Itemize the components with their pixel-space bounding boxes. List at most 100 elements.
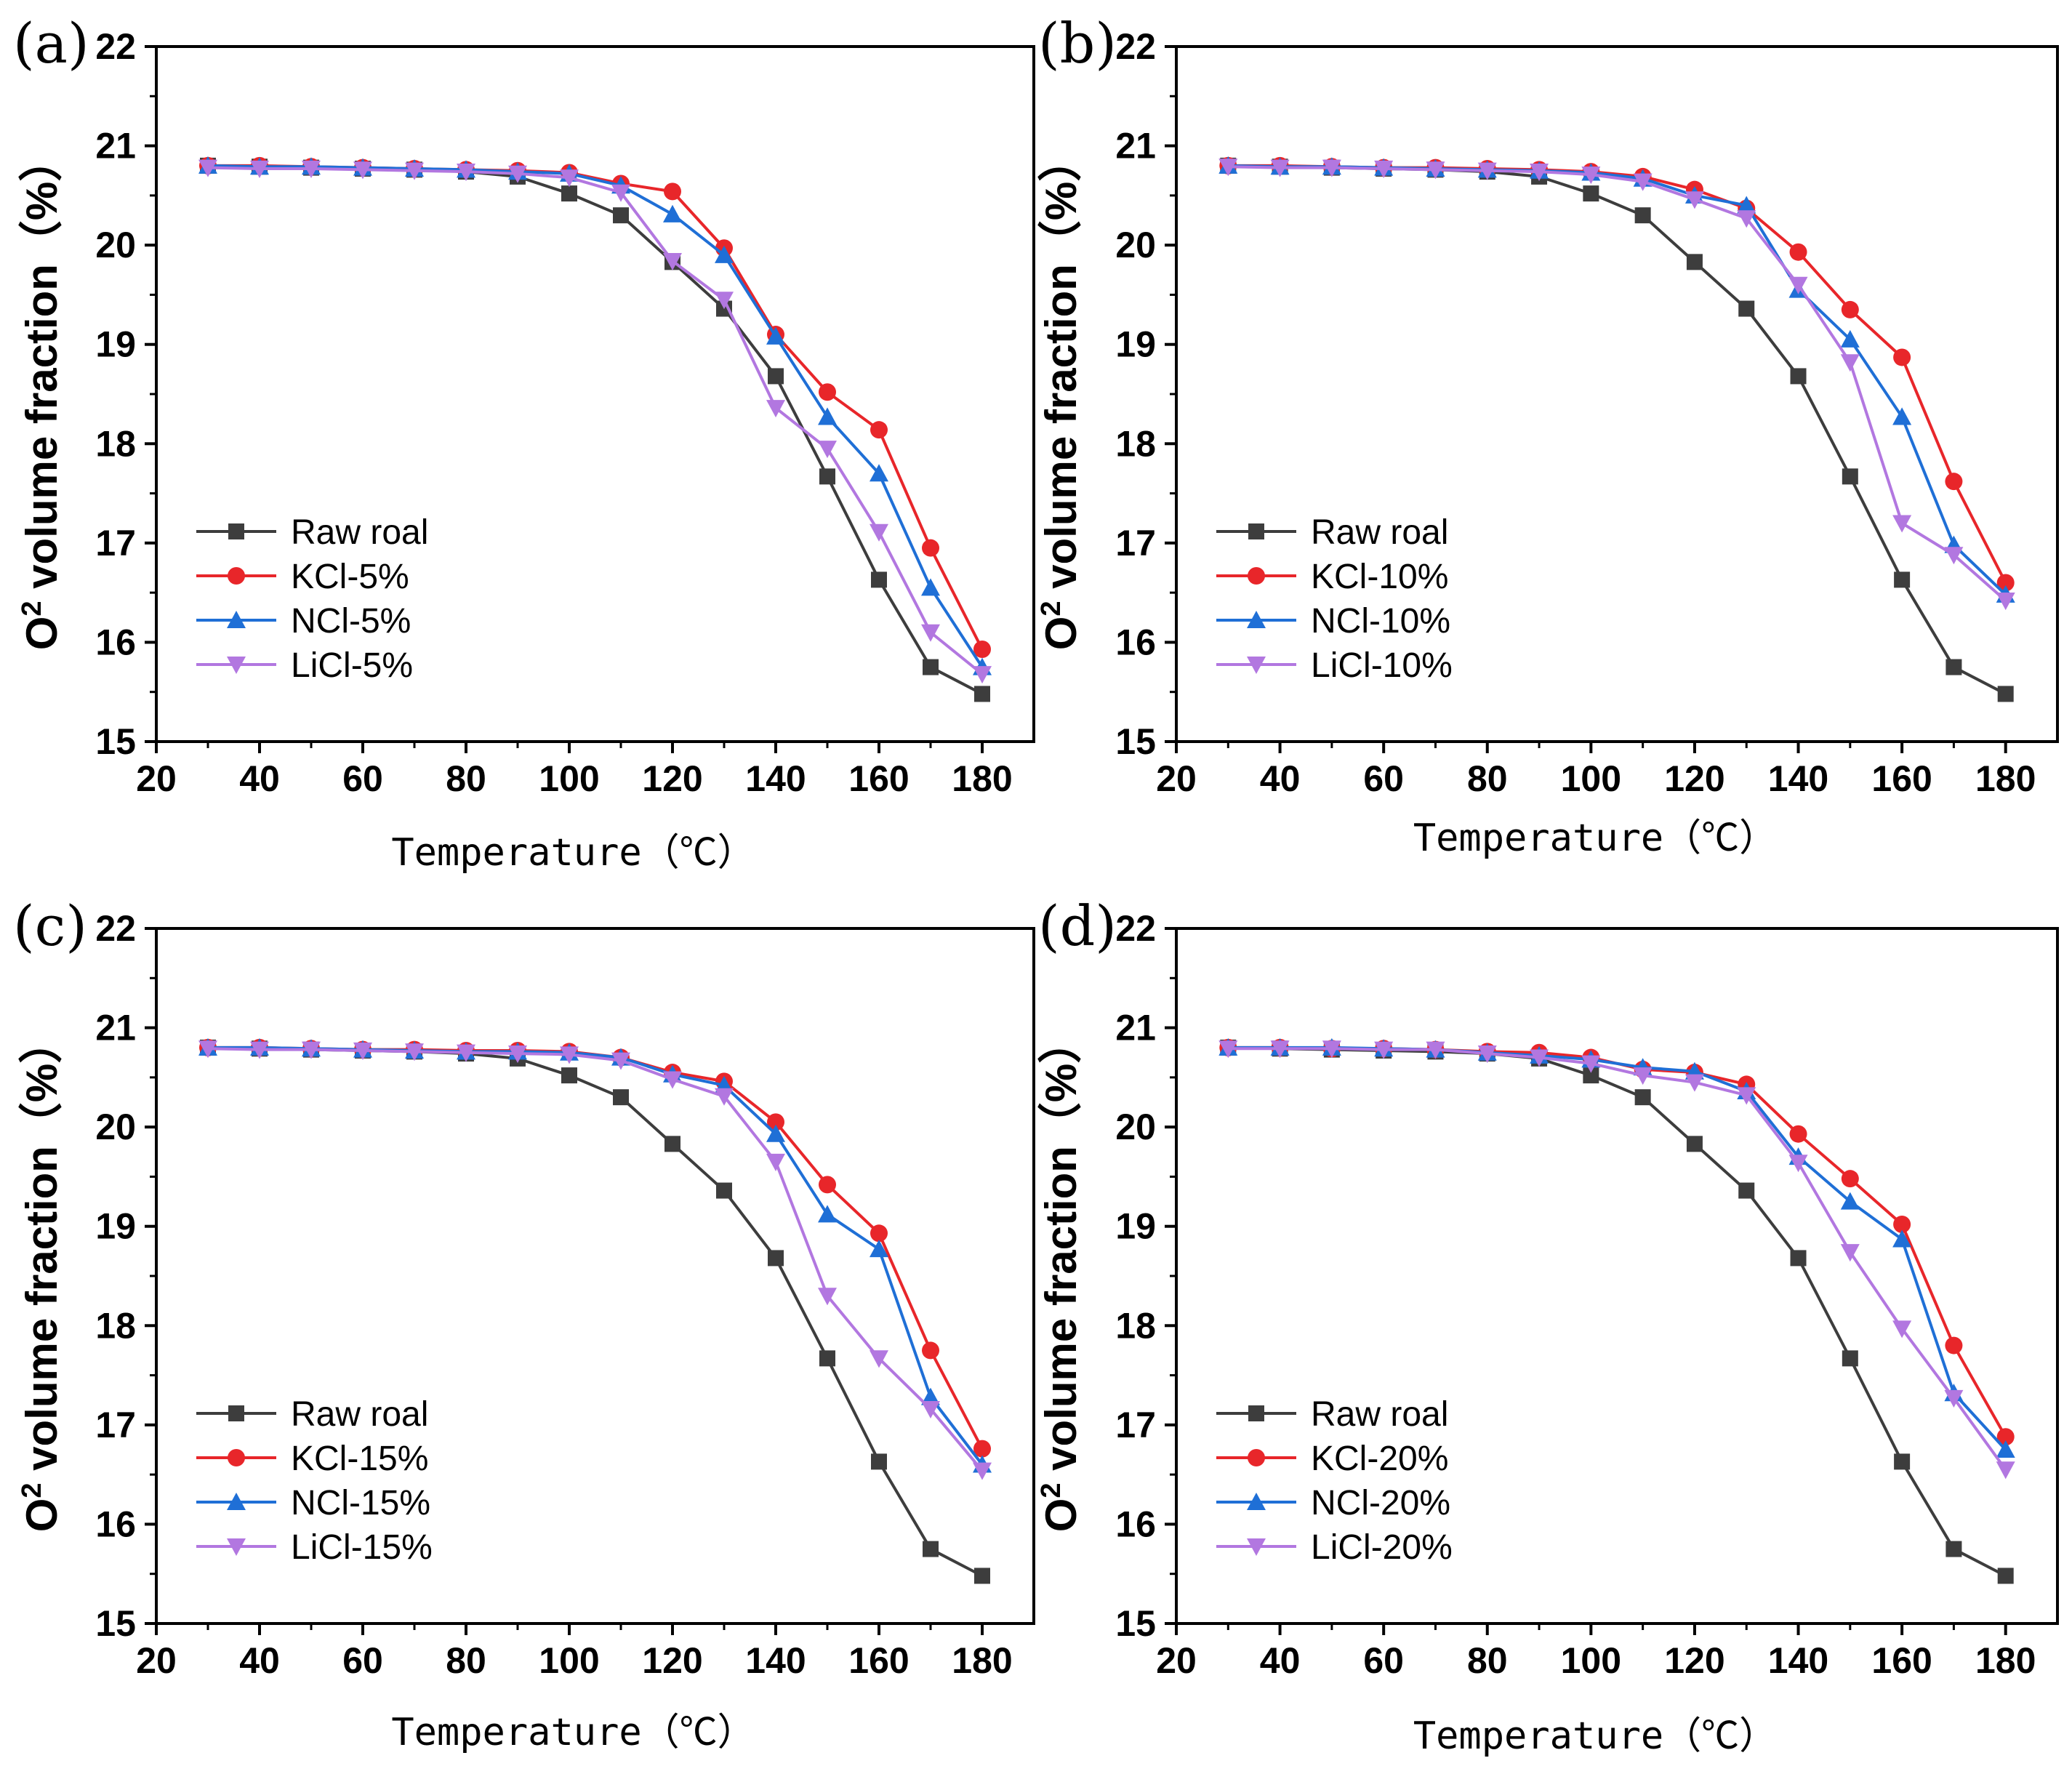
y-tick-label: 17	[1115, 523, 1156, 563]
legend-marker	[1247, 1538, 1266, 1556]
legend-label: KCl-20%	[1311, 1440, 1448, 1478]
series-line	[207, 1047, 984, 1472]
legend-entry: Raw roal	[1216, 513, 1448, 552]
data-point	[508, 165, 527, 183]
data-point	[1840, 354, 1860, 372]
y-axis-title-main: O	[1037, 1498, 1085, 1533]
data-point	[1737, 210, 1756, 228]
y-tick-label: 15	[95, 721, 136, 762]
legend-marker	[227, 1538, 246, 1556]
legend-marker	[228, 567, 245, 585]
data-point	[1684, 1074, 1704, 1092]
data-point	[1996, 1440, 2015, 1458]
y-tick-label: 20	[1115, 1107, 1156, 1147]
x-tick-label: 40	[239, 1640, 280, 1681]
series-line	[1228, 1045, 2007, 1451]
y-tick-label: 19	[95, 324, 136, 365]
y-tick-label: 21	[95, 126, 136, 166]
x-tick-label: 140	[745, 1640, 806, 1681]
y-tick-label: 15	[1115, 721, 1156, 762]
data-point	[457, 1044, 475, 1062]
legend-entry: KCl-15%	[196, 1440, 428, 1478]
data-point	[870, 464, 888, 482]
legend-label: Raw roal	[291, 1395, 428, 1434]
data-point	[1426, 161, 1445, 180]
legend-entry: Raw roal	[196, 513, 428, 552]
x-tick-label: 120	[1664, 1640, 1724, 1681]
data-point	[405, 1043, 424, 1061]
data-point	[715, 292, 734, 310]
y-tick-label: 18	[95, 1305, 136, 1346]
data-point	[766, 1153, 785, 1171]
legend-entry: LiCl-20%	[1216, 1528, 1453, 1567]
x-axis-title: Temperature（℃）	[1413, 1714, 1777, 1758]
data-point	[560, 169, 579, 188]
legend-entry: LiCl-15%	[196, 1528, 433, 1567]
x-tick-label: 140	[1768, 1640, 1828, 1681]
data-point	[1270, 159, 1290, 177]
data-point	[974, 686, 990, 702]
data-point	[1270, 1040, 1290, 1059]
data-point	[1374, 160, 1394, 178]
data-point	[561, 185, 577, 202]
y-tick-label: 20	[95, 225, 136, 265]
panel-label: (a)	[13, 11, 89, 76]
y-axis-title: O2 volume fraction（%）	[17, 1020, 66, 1533]
data-point	[1788, 1155, 1808, 1173]
data-point	[1945, 1541, 1962, 1557]
y-tick-label: 17	[95, 1405, 136, 1445]
axes-frame	[155, 927, 1035, 1625]
legend-label: LiCl-5%	[291, 646, 413, 685]
axes-frame	[155, 45, 1035, 743]
legend-entry: NCl-10%	[1216, 602, 1450, 641]
x-tick-label: 100	[539, 758, 599, 799]
data-point	[663, 252, 682, 270]
data-point	[1996, 593, 2015, 611]
x-axis-title: Temperature（℃）	[391, 831, 755, 875]
legend-marker	[1247, 1493, 1266, 1511]
data-point	[1996, 1461, 2015, 1480]
y-tick-label: 19	[95, 1206, 136, 1247]
data-point	[768, 1250, 784, 1267]
data-point	[819, 1176, 836, 1194]
data-point	[819, 468, 835, 485]
y-axis-title: O2 volume fraction（%）	[17, 138, 66, 651]
data-point	[613, 1089, 629, 1106]
y-tick-label: 17	[95, 523, 136, 563]
data-point	[973, 1462, 992, 1480]
data-point	[1840, 329, 1860, 348]
x-tick-label: 180	[1975, 1640, 2036, 1681]
data-point	[819, 1350, 835, 1367]
series-kcl-20-	[1219, 1038, 2015, 1446]
data-point	[1840, 1244, 1860, 1262]
data-point	[871, 571, 887, 588]
data-point	[1842, 1350, 1858, 1367]
y-tick-label: 22	[95, 26, 136, 67]
data-point	[1997, 1568, 2014, 1584]
data-point	[1583, 185, 1599, 202]
legend-marker	[227, 1493, 246, 1511]
data-point	[1790, 1250, 1807, 1267]
data-point	[922, 539, 939, 557]
y-tick-label: 22	[95, 908, 136, 949]
data-point	[1426, 1041, 1445, 1059]
data-point	[921, 1387, 940, 1405]
data-point	[250, 160, 269, 178]
data-point	[1945, 473, 1963, 491]
x-tick-label: 180	[952, 1640, 1012, 1681]
data-point	[1892, 407, 1912, 425]
data-point	[716, 1182, 732, 1199]
x-tick-label: 100	[1561, 1640, 1621, 1681]
y-axis-title: O2 volume fraction（%）	[1036, 138, 1085, 651]
x-tick-label: 80	[446, 1640, 486, 1681]
y-axis-title-sup: 2	[17, 601, 47, 616]
y-axis-title-main: O	[17, 1498, 66, 1533]
data-point	[1996, 1428, 2015, 1446]
data-point	[974, 1568, 990, 1584]
series-line	[1228, 165, 2007, 602]
data-point	[1218, 1040, 1238, 1059]
data-point	[819, 383, 836, 401]
data-point	[1738, 300, 1755, 317]
data-point	[1634, 1089, 1651, 1106]
y-tick-label: 20	[95, 1107, 136, 1147]
